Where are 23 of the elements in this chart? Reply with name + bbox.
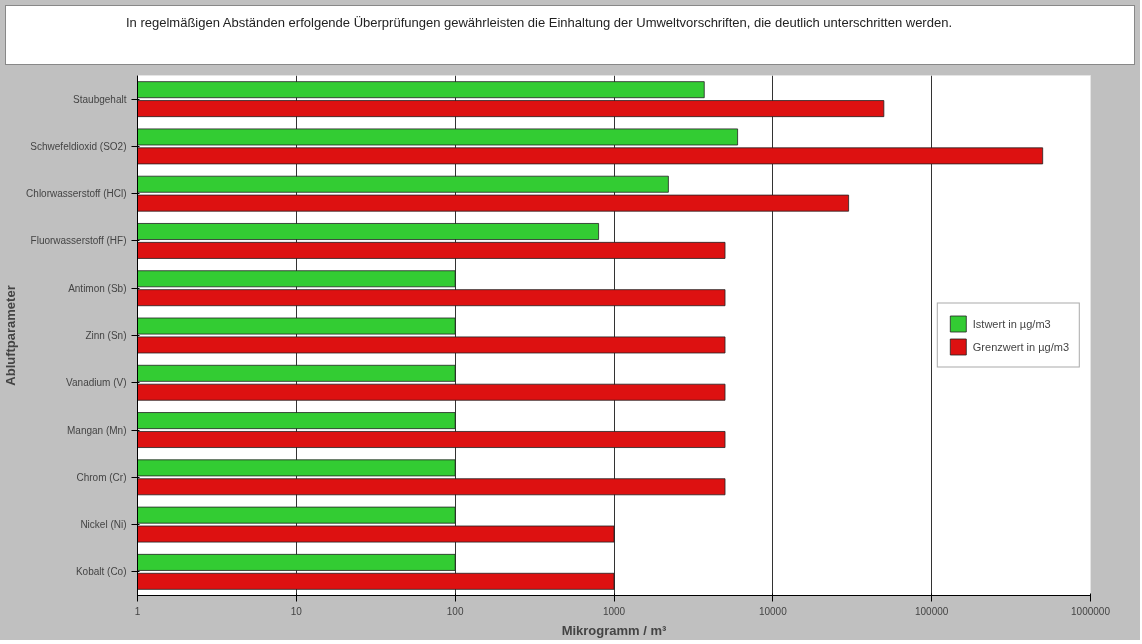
y-tick-label: Vanadium (V)	[66, 377, 127, 389]
y-tick-label: Fluorwasserstoff (HF)	[30, 235, 127, 247]
chart-title: In regelmäßigen Abständen erfolgende Überprüfungen gewährleisten die Einhaltung der Umweltvorschriften, die deutlich unterschritten werden.	[126, 14, 952, 32]
y-axis-title: Abluftparameter	[3, 285, 19, 386]
x-tick-label: 10000	[758, 605, 788, 617]
x-tick-label: 100000	[914, 605, 949, 617]
y-tick-label: Antimon (Sb)	[68, 282, 127, 294]
y-tick-label: Staubgehalt	[73, 93, 127, 105]
x-tick-label: 10	[290, 605, 303, 617]
y-tick-label: Chlorwasserstoff (HCl)	[26, 188, 127, 200]
legend-label: Grenzwert in µg/m3	[972, 340, 1069, 353]
legend-label: Istwert in µg/m3	[972, 317, 1051, 330]
y-tick-label: Mangan (Mn)	[67, 424, 127, 436]
x-tick-label: 100	[446, 605, 464, 617]
y-tick-label: Nickel (Ni)	[80, 519, 127, 531]
y-tick-label: Kobalt (Co)	[75, 566, 127, 578]
y-tick-label: Chrom (Cr)	[76, 471, 127, 483]
y-tick-label: Zinn (Sn)	[85, 330, 127, 341]
x-axis-title: Mikrogramm / m³	[561, 622, 668, 638]
x-tick-label: 1000000	[1071, 605, 1111, 617]
x-tick-label: 1000	[602, 605, 626, 617]
x-tick-label: 1	[134, 605, 141, 617]
y-tick-label: Schwefeldioxid (SO2)	[30, 140, 127, 152]
